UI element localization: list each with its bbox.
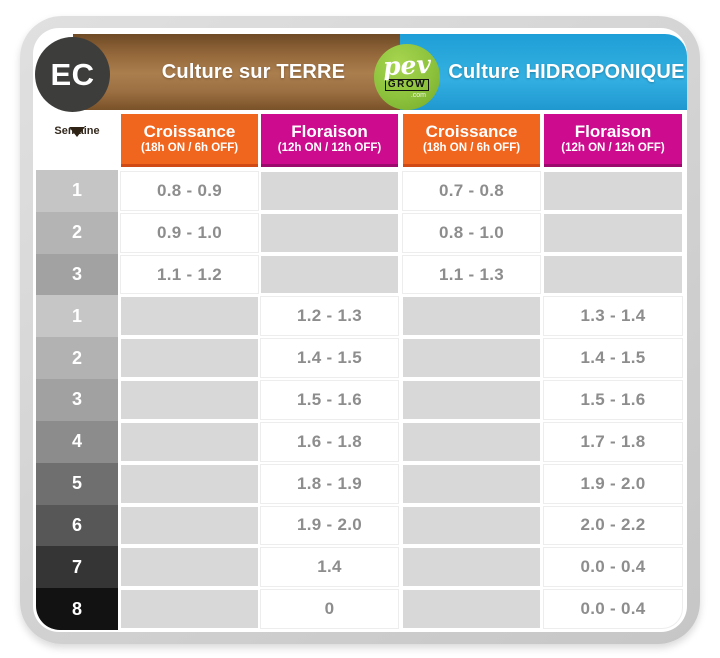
hydro-flowering-cell: 1.3 - 1.4 [544, 297, 682, 336]
week-number-cell: 8 [36, 588, 118, 630]
hydro-flowering-cell [544, 213, 682, 252]
week-number-cell: 2 [36, 211, 118, 254]
week-number-cell: 3 [36, 253, 118, 296]
soil-flowering-cell [261, 172, 398, 210]
soil-growth-cell: 1.1 - 1.2 [121, 255, 258, 294]
hydro-flowering-cell [544, 255, 682, 294]
soil-flowering-cell: 1.4 [261, 548, 398, 587]
column-label: Floraison [574, 122, 652, 142]
column-sublabel: (12h ON / 12h OFF) [561, 141, 665, 154]
hydro-flowering-cell: 1.4 - 1.5 [544, 339, 682, 378]
soil-flowering-cell: 1.8 - 1.9 [261, 464, 398, 503]
column-label: Croissance [425, 122, 518, 142]
pevgrow-logo: pev GROW .com [374, 44, 440, 110]
week-number-cell: 4 [36, 420, 118, 463]
hydro-flowering-cell: 2.0 - 2.2 [544, 506, 682, 545]
table-row: 3 1.1 - 1.2 1.1 - 1.3 [33, 253, 687, 296]
hydro-growth-cell [403, 339, 540, 378]
soil-growth-cell [121, 422, 258, 461]
hydro-culture-title: Culture HIDROPONIQUE [448, 60, 685, 83]
hydro-flowering-cell [544, 172, 682, 210]
table-row: 2 0.9 - 1.0 0.8 - 1.0 [33, 211, 687, 254]
soil-flowering-cell: 1.5 - 1.6 [261, 381, 398, 419]
data-rows: 1 0.8 - 0.9 0.7 - 0.8 2 0.9 - 1.0 0.8 - … [33, 170, 687, 630]
column-sublabel: (18h ON / 6h OFF) [140, 141, 239, 154]
hydro-culture-header: Culture HIDROPONIQUE [400, 34, 687, 110]
soil-culture-header: Culture sur TERRE [73, 34, 400, 110]
down-triangle-icon [69, 127, 85, 154]
soil-growth-cell [121, 381, 258, 419]
week-number-cell: 1 [36, 295, 118, 338]
table-row: 5 1.8 - 1.9 1.9 - 2.0 [33, 462, 687, 505]
column-sublabel: (18h ON / 6h OFF) [422, 141, 521, 154]
ec-badge: EC [35, 37, 110, 112]
hydro-growth-cell [403, 422, 540, 461]
soil-growth-column-header: Croissance (18h ON / 6h OFF) [121, 114, 258, 167]
logo-pev-text: pev [382, 49, 432, 82]
soil-flowering-cell: 1.9 - 2.0 [261, 506, 398, 545]
column-label: Floraison [291, 122, 368, 142]
soil-flowering-cell: 1.6 - 1.8 [261, 422, 398, 461]
logo-grow-text: GROW [384, 79, 430, 91]
table-row: 3 1.5 - 1.6 1.5 - 1.6 [33, 379, 687, 421]
table-row: 1 0.8 - 0.9 0.7 - 0.8 [33, 170, 687, 212]
hydro-flowering-cell: 1.5 - 1.6 [544, 381, 682, 419]
hydro-flowering-column-header: Floraison (12h ON / 12h OFF) [544, 114, 682, 167]
soil-flowering-cell [261, 255, 398, 294]
soil-growth-cell [121, 590, 258, 628]
table-row: 6 1.9 - 2.0 2.0 - 2.2 [33, 504, 687, 547]
hydro-growth-cell [403, 506, 540, 545]
hydro-growth-cell [403, 590, 540, 628]
hydro-growth-column-header: Croissance (18h ON / 6h OFF) [403, 114, 540, 167]
week-number-cell: 7 [36, 546, 118, 589]
soil-flowering-cell: 0 [261, 590, 398, 628]
hydro-flowering-cell: 0.0 - 0.4 [544, 548, 682, 587]
soil-flowering-cell: 1.2 - 1.3 [261, 297, 398, 336]
hydro-growth-cell [403, 548, 540, 587]
soil-culture-title: Culture sur TERRE [161, 60, 346, 83]
week-column-label: Semaine [54, 125, 100, 137]
week-column-header: Semaine [36, 114, 118, 167]
card-body: Culture sur TERRE Culture HIDROPONIQUE E… [33, 28, 687, 632]
hydro-flowering-cell: 0.0 - 0.4 [544, 590, 682, 628]
week-number-cell: 5 [36, 462, 118, 505]
hydro-growth-cell: 1.1 - 1.3 [403, 255, 540, 294]
soil-growth-cell: 0.8 - 0.9 [121, 172, 258, 210]
soil-growth-cell [121, 464, 258, 503]
soil-growth-cell [121, 339, 258, 378]
week-number-cell: 2 [36, 337, 118, 380]
hydro-growth-cell: 0.7 - 0.8 [403, 172, 540, 210]
week-number-cell: 6 [36, 504, 118, 547]
table-row: 7 1.4 0.0 - 0.4 [33, 546, 687, 589]
week-number-cell: 1 [36, 170, 118, 212]
hydro-flowering-cell: 1.7 - 1.8 [544, 422, 682, 461]
soil-flowering-column-header: Floraison (12h ON / 12h OFF) [261, 114, 398, 167]
soil-growth-cell [121, 297, 258, 336]
hydro-flowering-cell: 1.9 - 2.0 [544, 464, 682, 503]
column-label: Croissance [143, 122, 236, 142]
hydro-growth-cell [403, 381, 540, 419]
logo-com-text: .com [410, 92, 426, 99]
card-frame: Culture sur TERRE Culture HIDROPONIQUE E… [20, 16, 700, 644]
table-row: 8 0 0.0 - 0.4 [33, 588, 687, 630]
soil-growth-cell: 0.9 - 1.0 [121, 213, 258, 252]
week-number-cell: 3 [36, 379, 118, 421]
soil-flowering-cell [261, 213, 398, 252]
hydro-growth-cell [403, 297, 540, 336]
column-sublabel: (12h ON / 12h OFF) [277, 141, 382, 154]
soil-growth-cell [121, 548, 258, 587]
table-row: 2 1.4 - 1.5 1.4 - 1.5 [33, 337, 687, 380]
hydro-growth-cell: 0.8 - 1.0 [403, 213, 540, 252]
table-row: 4 1.6 - 1.8 1.7 - 1.8 [33, 420, 687, 463]
soil-growth-cell [121, 506, 258, 545]
table-row: 1 1.2 - 1.3 1.3 - 1.4 [33, 295, 687, 338]
soil-flowering-cell: 1.4 - 1.5 [261, 339, 398, 378]
hydro-growth-cell [403, 464, 540, 503]
